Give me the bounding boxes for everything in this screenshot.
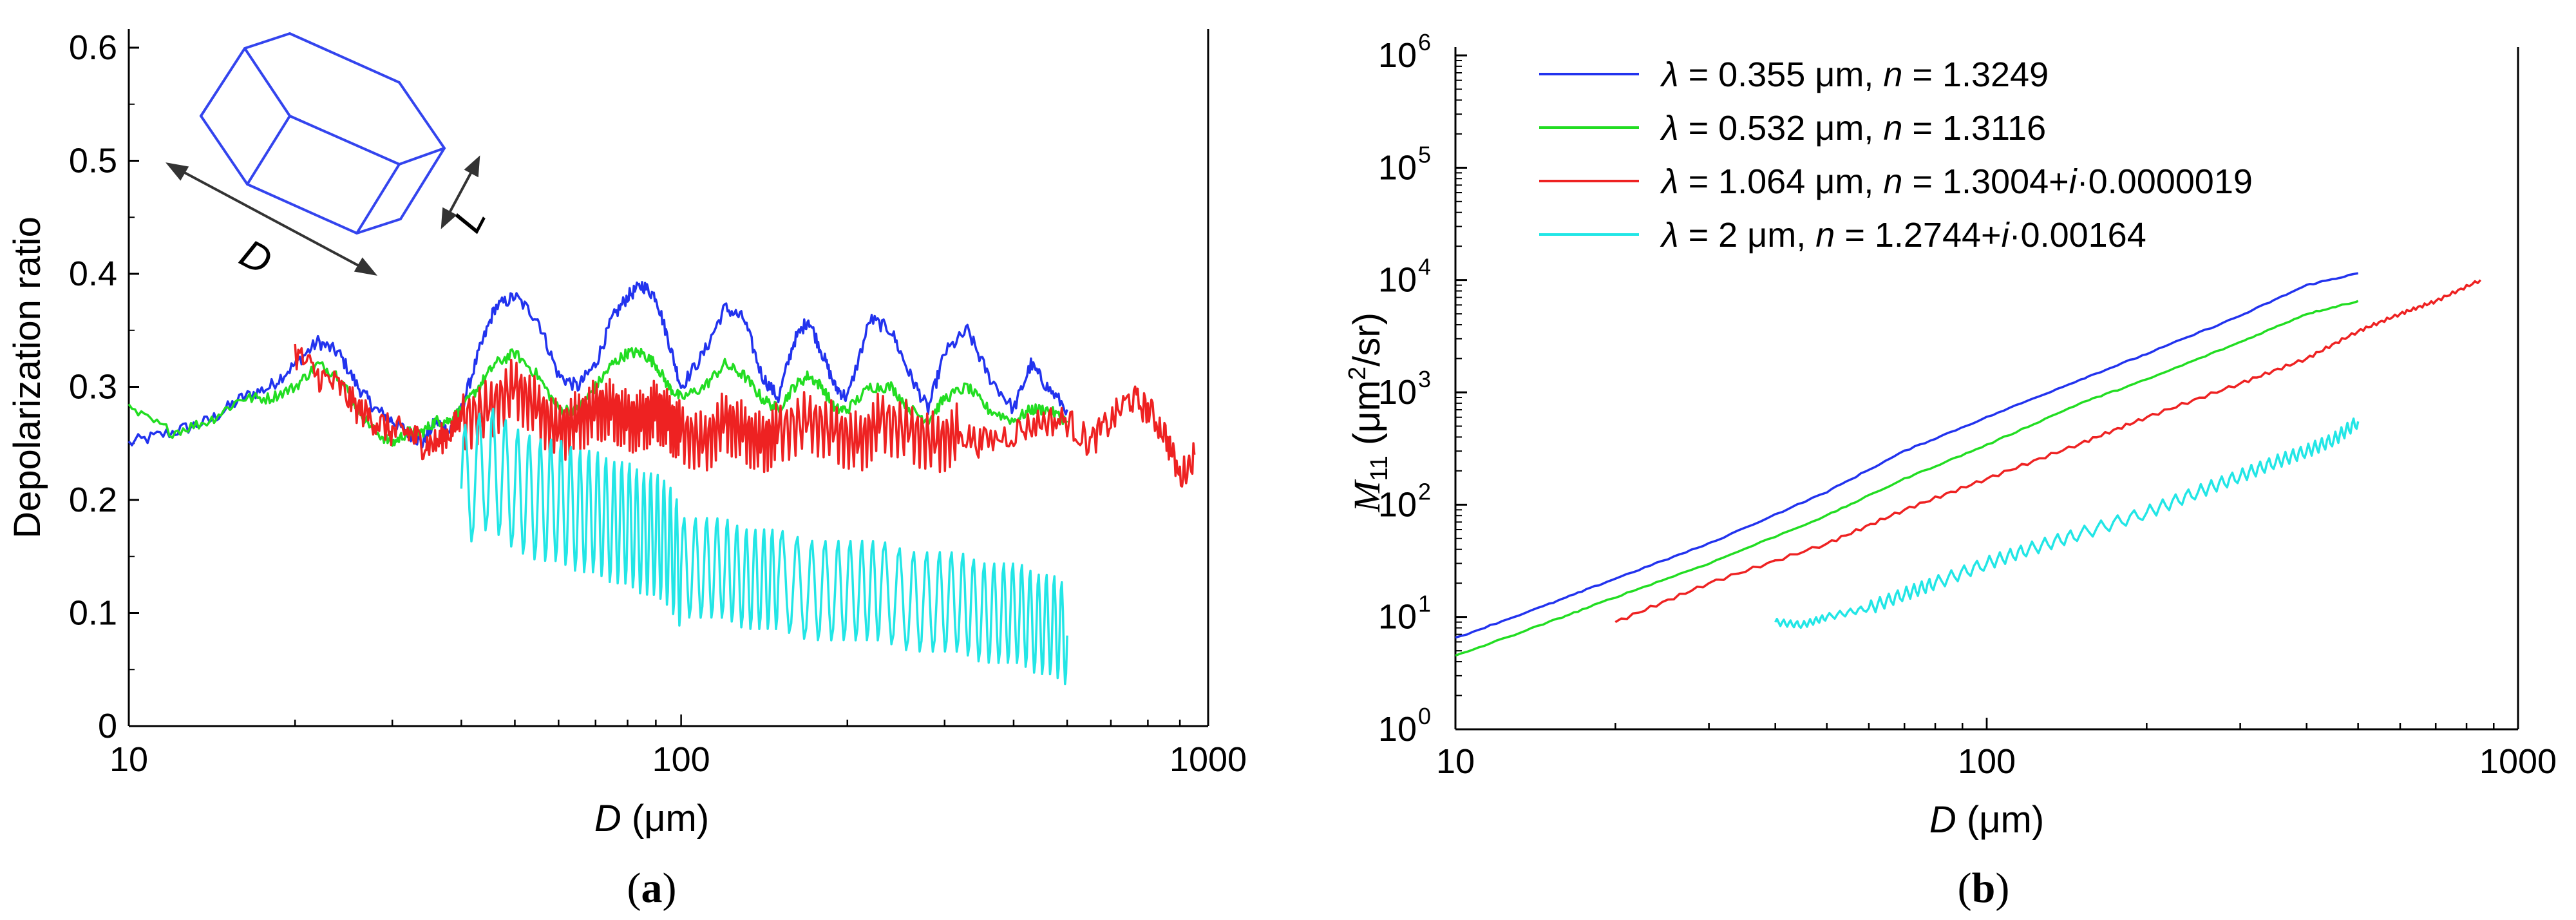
legend-entry-blue: λ = 0.355 μm, n = 1.3249 (1660, 55, 2049, 94)
panel-b-ytick-label: 10 (1378, 710, 1417, 749)
panel-b-series (1455, 272, 2482, 657)
panel-a-x-label: D (μm) (594, 798, 709, 839)
panel-b-x-label: D (μm) (1929, 799, 2044, 841)
panel-b-xtick-label: 1000 (2479, 742, 2557, 781)
panel-a-ytick-label: 0.2 (69, 481, 117, 519)
legend-entry-green: λ = 0.532 μm, n = 1.3116 (1660, 109, 2046, 148)
panel-b-ytick-label: 10 (1378, 598, 1417, 637)
panel-b-xtick-label: 10 (1436, 742, 1475, 781)
panel-b-ytick-label: 10 (1378, 36, 1417, 75)
hexagon-edge-1 (289, 115, 400, 166)
hexagon-edge-4 (246, 115, 291, 186)
inset-label-L: L (445, 199, 495, 240)
panel-a-series-cyan (460, 407, 1068, 685)
hexagonal-column-inset (199, 32, 446, 235)
legend-entry-red: λ = 1.064 μm, n = 1.3004+i·0.0000019 (1660, 162, 2253, 201)
panel-a-ytick-label: 0.3 (69, 368, 117, 407)
panel-a-ytick-label: 0 (98, 707, 117, 745)
panel-b-ytick-label: 10 (1378, 261, 1417, 300)
panel-a-xtick-label: 10 (109, 740, 148, 779)
panel-b-xtick-label: 100 (1958, 742, 2016, 781)
panel-b-series-cyan (1774, 417, 2360, 629)
panel-b-ytick-exponent: 5 (1418, 141, 1431, 168)
panel-a-chart: 0 0.1 0.2 0.3 0.4 0.5 0.6 10 100 1000 Depolarizat… (6, 28, 1247, 912)
panel-b-ytick-exponent: 0 (1418, 703, 1431, 729)
panel-a-ytick-label: 0.1 (69, 594, 117, 633)
inset-arrows (166, 155, 480, 276)
hexagon-edge-5 (355, 163, 401, 235)
panel-b-ytick-label: 10 (1378, 148, 1417, 187)
panel-b-y-label: M11 (μm2/sr) (1344, 312, 1393, 513)
panel-b-ytick-exponent: 4 (1418, 254, 1431, 280)
panel-b-series-red (1615, 279, 2482, 624)
panel-a-ytick-label: 0.4 (69, 254, 117, 293)
panel-b-ytick-label: 10 (1378, 485, 1417, 524)
panel-a-series (128, 281, 1196, 685)
panel-b-series-blue (1455, 272, 2359, 639)
panel-b-legend: λ = 0.355 μm, n = 1.3249 λ = 0.532 μm, n … (1539, 55, 2253, 254)
arrow-L-head-1 (464, 155, 480, 178)
hexagon-edge-2 (399, 147, 445, 166)
panel-a-ytick-label: 0.5 (69, 142, 117, 180)
panel-b-ytick-exponent: 3 (1418, 366, 1431, 392)
arrow-D-head-1 (166, 162, 189, 181)
panel-b-series-green (1455, 300, 2359, 657)
panel-b-ytick-exponent: 1 (1418, 591, 1431, 617)
panel-a-xtick-label: 1000 (1170, 740, 1247, 779)
panel-a-ytick-label: 0.6 (69, 28, 117, 67)
panel-b-ytick-label: 10 (1378, 373, 1417, 412)
hexagon-edge-3 (243, 47, 291, 117)
panel-a-xtick-label: 100 (652, 740, 710, 779)
hexagon-front-face (199, 32, 446, 235)
panel-b-label: (b) (1958, 865, 2010, 912)
panel-b-ytick-exponent: 6 (1418, 29, 1431, 55)
inset-label-D: D (232, 231, 279, 283)
legend-entry-cyan: λ = 2 μm, n = 1.2744+i·0.00164 (1660, 216, 2146, 254)
panel-a-series-red (294, 343, 1196, 488)
panel-a-ticks: 0 0.1 0.2 0.3 0.4 0.5 0.6 10 100 1000 (69, 28, 1247, 779)
arrow-D (172, 165, 371, 273)
panel-a-y-label: Depolarization ratio (6, 216, 48, 539)
panel-b-ytick-exponent: 2 (1418, 478, 1431, 504)
arrow-L-head-2 (440, 207, 457, 229)
panel-a-series-blue (128, 281, 1068, 448)
panel-a-label: (a) (627, 865, 677, 912)
arrow-D-head-2 (354, 257, 377, 276)
